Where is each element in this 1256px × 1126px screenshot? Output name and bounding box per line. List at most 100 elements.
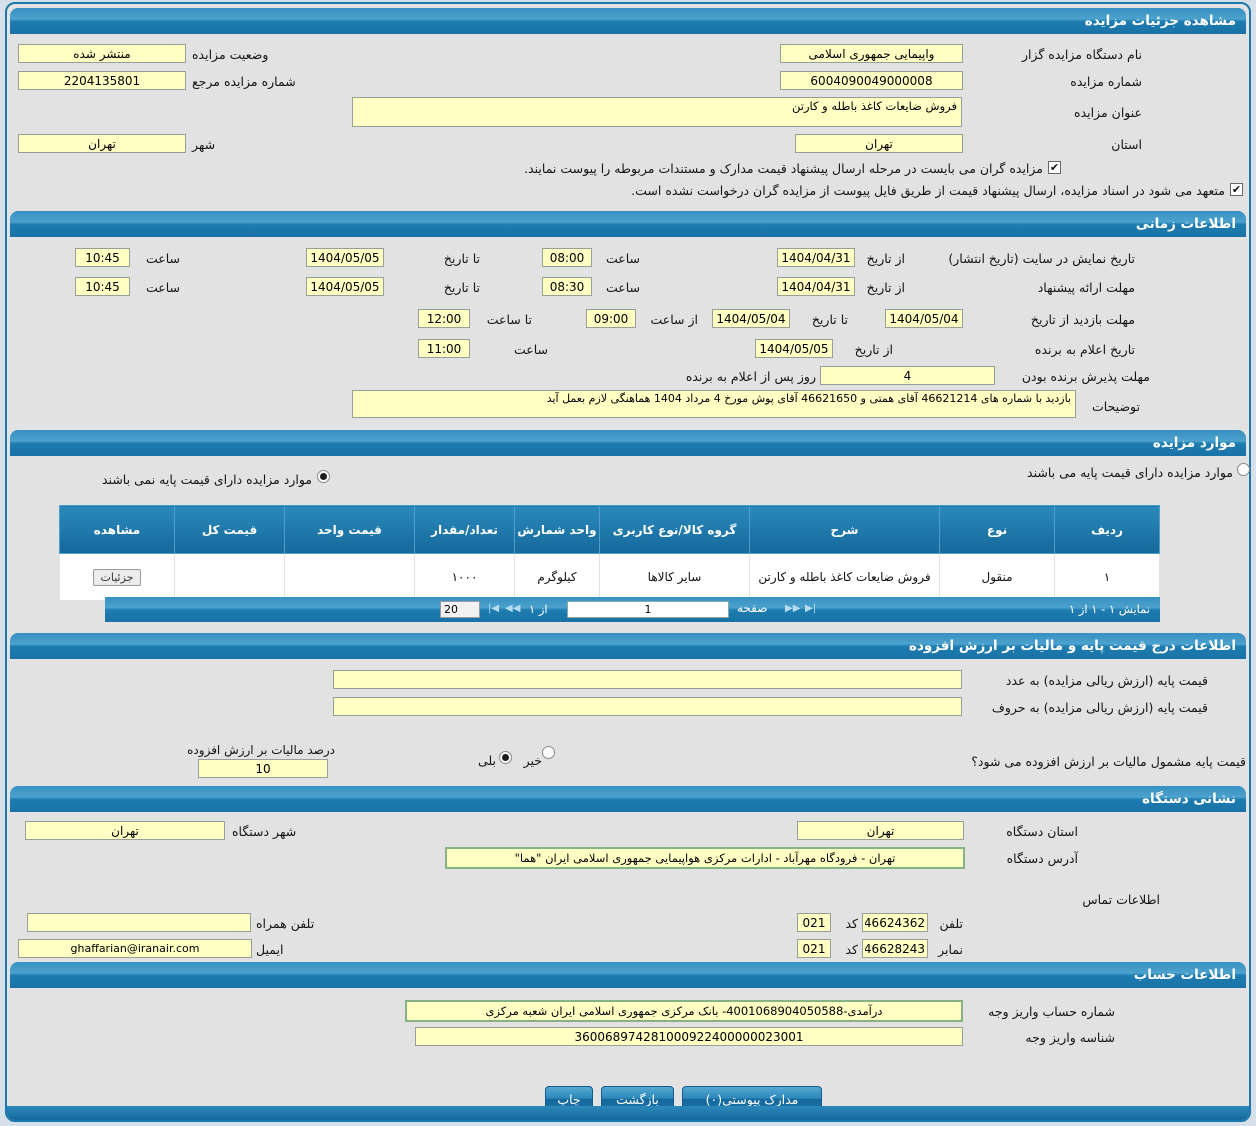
phone-code-field[interactable]: [797, 913, 831, 932]
price-section-title: اطلاعات درج قیمت پایه و مالیات بر ارزش ا…: [908, 638, 1236, 654]
cell-desc: فروش ضایعات کاغذ باطله و کارتن: [749, 553, 940, 601]
accept-days-field[interactable]: [820, 366, 995, 385]
base-price-words-label: قیمت پایه (ارزش ریالی مزایده) به حروف: [991, 700, 1208, 715]
announce-row-label: تاریخ اعلام به برنده: [1034, 342, 1135, 357]
vat-percent-label: درصد مالیات بر ارزش افزوده: [187, 743, 335, 757]
device-city-field[interactable]: [25, 821, 225, 840]
publish-from-hour-label: ساعت: [605, 251, 640, 266]
section-header-items: موارد مزایده: [10, 430, 1246, 456]
details-button[interactable]: جزئیات: [92, 568, 142, 586]
offer-to-hour-label: ساعت: [145, 280, 180, 295]
visit-to-date-field[interactable]: [712, 309, 790, 328]
checkmark-icon: ✔: [1231, 183, 1242, 196]
col-radif: ردیف: [1054, 505, 1160, 554]
pager-of-label: از ۱: [529, 602, 548, 616]
vat-percent-field[interactable]: [198, 759, 328, 778]
first-page-icon[interactable]: |◀: [488, 603, 500, 614]
section-header-time: اطلاعات زمانی: [10, 211, 1246, 237]
auction-no-field[interactable]: [780, 71, 963, 90]
has-base-price-radio-label: موارد مزایده دارای قیمت پایه می باشند: [1027, 465, 1233, 480]
page-size-select[interactable]: 20: [440, 601, 480, 618]
offer-to-label: تا تاریخ: [443, 280, 480, 295]
col-unit: واحد شمارش: [514, 505, 600, 554]
attach-docs-checkbox-label: مزایده گران می بایست در مرحله ارسال پیشن…: [524, 161, 1043, 176]
account-no-field[interactable]: [405, 1000, 963, 1022]
auction-title-label: عنوان مزایده: [1074, 105, 1142, 120]
prev-page-icon[interactable]: ◀◀: [505, 603, 521, 614]
account-no-label: شماره حساب واریز وجه: [988, 1004, 1115, 1019]
next-page-icon[interactable]: ▶▶: [785, 603, 801, 614]
province-field[interactable]: [795, 134, 963, 153]
col-group: گروه کالا/نوع کاربری: [599, 505, 750, 554]
vat-no-radio[interactable]: [542, 746, 555, 759]
offer-row-label: مهلت ارائه پیشنهاد: [1037, 280, 1135, 295]
visit-from-hour-label: از ساعت: [650, 312, 699, 327]
city-label: شهر: [192, 137, 216, 152]
deposit-id-field[interactable]: [415, 1027, 963, 1046]
address-section-title: نشانی دستگاه: [1142, 791, 1236, 807]
vat-question-label: قیمت پایه مشمول مالیات بر ارزش افزوده می…: [971, 754, 1246, 769]
cell-qty: ۱۰۰۰: [414, 553, 515, 601]
cell-type: منقول: [939, 553, 1055, 601]
no-attach-commit-checkbox[interactable]: ✔: [1230, 183, 1243, 196]
attach-docs-checkbox[interactable]: ✔: [1048, 161, 1061, 174]
publish-to-time-field[interactable]: [75, 248, 130, 267]
device-province-field[interactable]: [797, 821, 964, 840]
announce-hour-label: ساعت: [513, 342, 548, 357]
offer-from-time-field[interactable]: [542, 277, 592, 296]
city-field[interactable]: [18, 134, 186, 153]
publish-to-date-field[interactable]: [306, 248, 384, 267]
accept-suffix-label: روز پس از اعلام به برنده: [685, 369, 816, 384]
publish-from-date-field[interactable]: [777, 248, 855, 267]
status-field[interactable]: [18, 44, 186, 63]
phone-field[interactable]: [862, 913, 928, 932]
offer-to-date-field[interactable]: [306, 277, 384, 296]
publish-from-time-field[interactable]: [542, 248, 592, 267]
publish-to-label: تا تاریخ: [443, 251, 480, 266]
section-header-address: نشانی دستگاه: [10, 786, 1246, 812]
section-header-account: اطلاعات حساب: [10, 962, 1246, 988]
cell-group: سایر کالاها: [599, 553, 750, 601]
no-base-price-radio[interactable]: [317, 470, 330, 483]
vat-yes-radio[interactable]: [499, 751, 512, 764]
visit-from-time-field[interactable]: [586, 309, 636, 328]
cell-unit-price: [284, 553, 415, 601]
device-address-field[interactable]: [445, 847, 965, 869]
last-page-icon[interactable]: ▶|: [805, 603, 817, 614]
device-name-field[interactable]: [780, 44, 963, 63]
auction-title-field[interactable]: فروش ضایعات کاغذ باطله و کارتن: [352, 97, 962, 127]
announce-time-field[interactable]: [418, 339, 470, 358]
items-section-title: موارد مزایده: [1152, 435, 1236, 451]
announce-date-field[interactable]: [755, 339, 833, 358]
vat-yes-label: بلی: [477, 753, 496, 768]
panel-bottom-bar: [7, 1106, 1249, 1120]
pager-summary: نمایش ۱ - ۱ از ۱: [1069, 602, 1150, 616]
base-price-number-label: قیمت پایه (ارزش ریالی مزایده) به عدد: [1005, 673, 1208, 688]
page-number-input[interactable]: [567, 601, 729, 618]
cell-view: جزئیات: [59, 553, 175, 601]
mobile-field[interactable]: [27, 913, 251, 932]
cell-unit: کیلوگرم: [514, 553, 600, 601]
mobile-label: تلفن همراه: [256, 916, 315, 931]
email-field[interactable]: [18, 939, 252, 958]
device-name-label: نام دستگاه مزایده گزار: [1021, 47, 1142, 62]
ref-no-field[interactable]: [18, 71, 186, 90]
device-address-label: آدرس دستگاه: [1006, 851, 1078, 866]
base-price-words-field[interactable]: [333, 697, 962, 716]
has-base-price-radio[interactable]: [1237, 463, 1250, 476]
fax-field[interactable]: [862, 939, 928, 958]
fax-code-field[interactable]: [797, 939, 831, 958]
deposit-id-label: شناسه واریز وجه: [1025, 1030, 1115, 1045]
offer-to-time-field[interactable]: [75, 277, 130, 296]
visit-to-time-field[interactable]: [418, 309, 470, 328]
accept-row-label: مهلت پذیرش برنده بودن: [1021, 369, 1150, 384]
notes-field[interactable]: بازدید با شماره های 46621214 آقای همتی و…: [352, 390, 1076, 418]
section-header-main: مشاهده جزئیات مزایده: [10, 8, 1246, 34]
fax-label: نمابر: [938, 942, 963, 957]
visit-from-date-field[interactable]: [885, 309, 963, 328]
phone-code-label: کد: [845, 916, 858, 931]
base-price-number-field[interactable]: [333, 670, 962, 689]
offer-from-date-field[interactable]: [777, 277, 855, 296]
cell-total: [174, 553, 285, 601]
